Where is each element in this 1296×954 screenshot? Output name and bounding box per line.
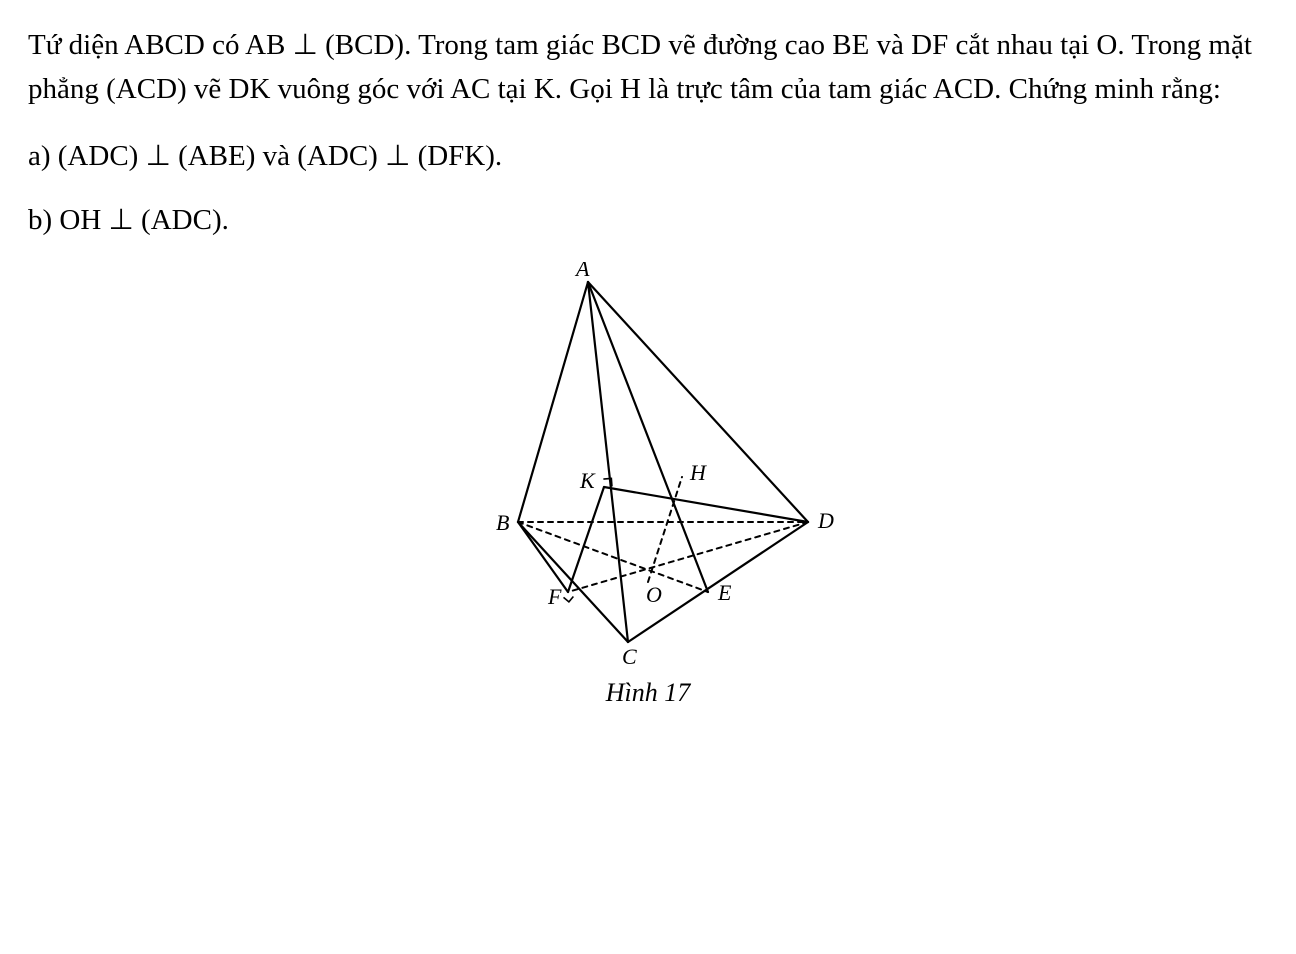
svg-text:H: H <box>689 460 707 485</box>
svg-text:O: O <box>646 582 662 607</box>
svg-text:C: C <box>622 644 637 669</box>
svg-text:D: D <box>817 508 834 533</box>
figure-container: A B C D E F O K H <box>28 262 1268 682</box>
tetrahedron-diagram: A B C D E F O K H <box>408 262 888 682</box>
svg-text:A: A <box>574 262 590 281</box>
part-a: a) (ADC) ⊥ (ABE) và (ADC) ⊥ (DFK). <box>28 135 1268 179</box>
figure-caption: Hình 17 <box>28 678 1268 708</box>
svg-text:B: B <box>496 510 509 535</box>
problem-intro: Tứ diện ABCD có AB ⊥ (BCD). Trong tam gi… <box>28 24 1268 111</box>
svg-text:E: E <box>717 580 732 605</box>
svg-text:K: K <box>579 468 596 493</box>
svg-text:F: F <box>547 584 562 609</box>
part-b: b) OH ⊥ (ADC). <box>28 199 1268 243</box>
